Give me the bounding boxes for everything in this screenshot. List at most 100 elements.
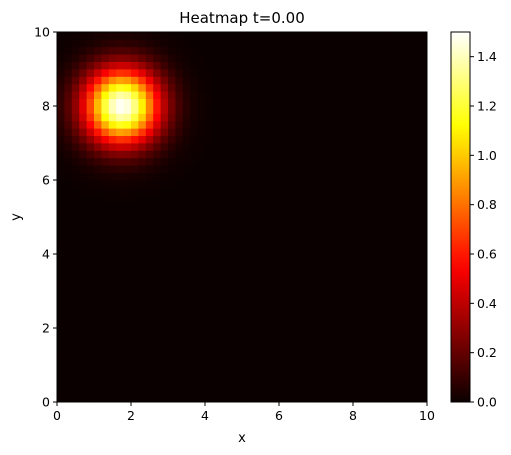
heat-cell bbox=[64, 113, 73, 122]
heat-cell bbox=[301, 180, 309, 188]
heat-cell bbox=[301, 202, 309, 210]
heat-cell bbox=[86, 202, 95, 210]
heat-cell bbox=[323, 335, 332, 344]
heat-cell bbox=[234, 350, 243, 358]
heat-cell bbox=[286, 128, 295, 136]
heat-cell bbox=[256, 394, 265, 403]
heat-cell bbox=[138, 113, 147, 122]
heat-cell bbox=[345, 335, 354, 344]
heat-cell bbox=[293, 202, 302, 210]
heat-cell bbox=[212, 217, 221, 225]
heat-cell bbox=[330, 231, 339, 240]
heat-cell bbox=[108, 305, 117, 314]
heat-cell bbox=[404, 54, 413, 62]
heat-cell bbox=[79, 372, 87, 381]
heat-cell bbox=[175, 187, 184, 196]
heat-cell bbox=[86, 365, 95, 373]
heat-cell bbox=[131, 76, 139, 85]
heat-cell bbox=[353, 54, 361, 62]
heat-cell bbox=[301, 39, 309, 48]
heat-cell bbox=[219, 283, 228, 292]
heat-cell bbox=[86, 180, 95, 188]
heat-cell bbox=[101, 335, 110, 344]
heat-cell bbox=[323, 106, 332, 114]
heat-cell bbox=[345, 180, 354, 188]
heat-cell bbox=[264, 357, 272, 366]
heat-cell bbox=[227, 246, 235, 255]
heat-cell bbox=[94, 313, 102, 321]
heat-cell bbox=[57, 268, 65, 277]
heat-cell bbox=[227, 61, 235, 70]
heat-cell bbox=[271, 224, 280, 233]
heat-cell bbox=[279, 61, 287, 70]
heat-cell bbox=[212, 83, 221, 92]
heat-cell bbox=[108, 394, 117, 403]
heat-cell bbox=[338, 54, 346, 62]
heat-cell bbox=[279, 231, 287, 240]
heat-cell bbox=[323, 305, 332, 314]
heat-cell bbox=[397, 239, 406, 247]
heat-cell bbox=[160, 313, 169, 321]
heat-cell bbox=[375, 387, 383, 395]
heat-cell bbox=[116, 135, 124, 144]
heat-cell bbox=[330, 261, 339, 270]
heat-cell bbox=[367, 209, 376, 218]
heat-cell bbox=[219, 365, 228, 373]
heat-cell bbox=[308, 46, 317, 55]
heat-cell bbox=[79, 106, 87, 114]
heat-cell bbox=[264, 83, 272, 92]
heat-cell bbox=[212, 187, 221, 196]
heat-cell bbox=[367, 194, 376, 203]
heat-cell bbox=[353, 372, 361, 381]
heat-cell bbox=[205, 350, 213, 358]
heat-cell bbox=[94, 32, 102, 40]
heat-cell bbox=[101, 305, 110, 314]
heat-cell bbox=[301, 217, 309, 225]
heat-cell bbox=[227, 320, 235, 329]
heat-cell bbox=[190, 61, 198, 70]
heat-cell bbox=[219, 372, 228, 381]
heat-cell bbox=[360, 246, 369, 255]
heat-cell bbox=[419, 128, 428, 136]
heat-cell bbox=[419, 83, 428, 92]
heat-cell bbox=[86, 298, 95, 307]
heat-cell bbox=[249, 320, 258, 329]
heat-cell bbox=[145, 231, 154, 240]
heat-cell bbox=[168, 120, 176, 129]
heat-cell bbox=[293, 313, 302, 321]
heat-cell bbox=[123, 394, 132, 403]
heat-cell bbox=[71, 394, 80, 403]
heat-cell bbox=[293, 298, 302, 307]
heat-cell bbox=[390, 379, 398, 388]
heat-cell bbox=[145, 379, 154, 388]
heat-cell bbox=[234, 357, 243, 366]
heat-cell bbox=[57, 357, 65, 366]
heat-cell bbox=[256, 180, 265, 188]
heat-cell bbox=[145, 313, 154, 321]
heat-cell bbox=[71, 209, 80, 218]
heat-cell bbox=[316, 150, 324, 159]
heat-cell bbox=[94, 39, 102, 48]
heat-cell bbox=[404, 32, 413, 40]
heat-cell bbox=[64, 246, 73, 255]
heat-cell bbox=[249, 298, 258, 307]
heat-cell bbox=[382, 239, 391, 247]
heat-cell bbox=[138, 128, 147, 136]
heat-cell bbox=[101, 372, 110, 381]
heat-cell bbox=[397, 394, 406, 403]
heat-cell bbox=[419, 106, 428, 114]
heat-cell bbox=[308, 261, 317, 270]
heat-cell bbox=[286, 313, 295, 321]
heat-cell bbox=[353, 276, 361, 284]
heat-cell bbox=[256, 32, 265, 40]
heat-cell bbox=[353, 239, 361, 247]
heat-cell bbox=[316, 180, 324, 188]
heat-cell bbox=[375, 120, 383, 129]
heat-cell bbox=[94, 342, 102, 351]
heat-cell bbox=[212, 172, 221, 181]
heat-cell bbox=[316, 157, 324, 166]
heat-cell bbox=[131, 113, 139, 122]
heat-cell bbox=[212, 305, 221, 314]
heat-cell bbox=[64, 231, 73, 240]
heat-cell bbox=[123, 379, 132, 388]
